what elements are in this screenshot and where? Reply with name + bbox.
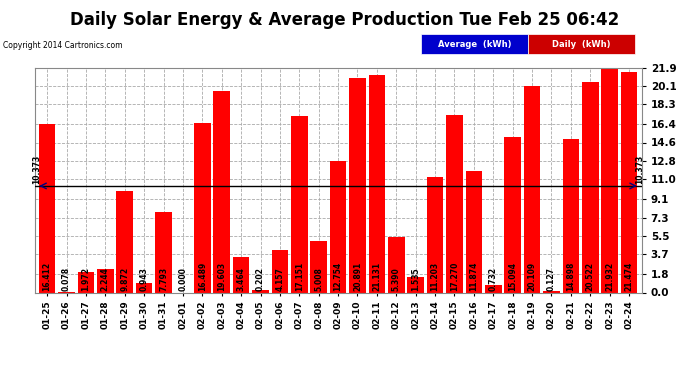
Text: 16.489: 16.489 [198, 262, 207, 291]
Bar [504, 137, 521, 292]
Bar [39, 124, 55, 292]
Bar [233, 257, 249, 292]
Text: 20.522: 20.522 [586, 262, 595, 291]
Text: 5.008: 5.008 [314, 268, 323, 291]
Text: 0.943: 0.943 [139, 268, 148, 291]
Text: 15.094: 15.094 [509, 262, 518, 291]
Text: 3.464: 3.464 [237, 268, 246, 291]
Bar [602, 67, 618, 292]
Text: 21.474: 21.474 [624, 262, 633, 291]
Text: 10.373: 10.373 [32, 154, 41, 184]
Text: 5.390: 5.390 [392, 268, 401, 291]
Bar [408, 277, 424, 292]
Text: 0.127: 0.127 [547, 267, 556, 291]
Bar [330, 162, 346, 292]
Bar [253, 290, 268, 292]
Bar [117, 191, 133, 292]
Bar [291, 116, 308, 292]
Text: 0.202: 0.202 [256, 268, 265, 291]
Text: Average  (kWh): Average (kWh) [437, 40, 511, 49]
Bar [194, 123, 210, 292]
Text: 0.732: 0.732 [489, 267, 497, 291]
Text: 1.535: 1.535 [411, 268, 420, 291]
Text: 17.151: 17.151 [295, 262, 304, 291]
Text: 9.872: 9.872 [120, 267, 129, 291]
Text: 4.157: 4.157 [275, 268, 284, 291]
Bar [562, 140, 579, 292]
Text: 0.078: 0.078 [62, 267, 71, 291]
Bar [97, 270, 114, 292]
Text: 12.754: 12.754 [333, 262, 343, 291]
Bar [582, 82, 598, 292]
Bar [621, 72, 638, 292]
Text: 20.109: 20.109 [528, 262, 537, 291]
Text: 11.203: 11.203 [431, 262, 440, 291]
Bar [213, 91, 230, 292]
Text: 2.244: 2.244 [101, 268, 110, 291]
Bar [427, 177, 444, 292]
Bar [543, 291, 560, 292]
Text: 19.603: 19.603 [217, 262, 226, 291]
Text: 7.793: 7.793 [159, 267, 168, 291]
Text: 0.000: 0.000 [179, 268, 188, 291]
Bar [446, 115, 463, 292]
Bar [524, 86, 540, 292]
Text: 21.131: 21.131 [373, 262, 382, 291]
Bar [485, 285, 502, 292]
Text: Daily Solar Energy & Average Production Tue Feb 25 06:42: Daily Solar Energy & Average Production … [70, 11, 620, 29]
Text: 16.412: 16.412 [43, 262, 52, 291]
Bar [78, 272, 94, 292]
Bar [272, 250, 288, 292]
Bar [155, 212, 172, 292]
Text: 17.270: 17.270 [450, 262, 459, 291]
Text: 14.898: 14.898 [566, 262, 575, 291]
Text: Copyright 2014 Cartronics.com: Copyright 2014 Cartronics.com [3, 41, 123, 50]
Bar [388, 237, 404, 292]
Text: 21.932: 21.932 [605, 262, 614, 291]
Text: Daily  (kWh): Daily (kWh) [552, 40, 611, 49]
Bar [466, 171, 482, 292]
Bar [136, 283, 152, 292]
Bar [349, 78, 366, 292]
Bar [310, 241, 327, 292]
Text: 20.891: 20.891 [353, 262, 362, 291]
Text: 10.373: 10.373 [635, 154, 644, 184]
Text: 11.874: 11.874 [469, 262, 478, 291]
Bar [368, 75, 385, 292]
Text: 1.972: 1.972 [81, 267, 90, 291]
